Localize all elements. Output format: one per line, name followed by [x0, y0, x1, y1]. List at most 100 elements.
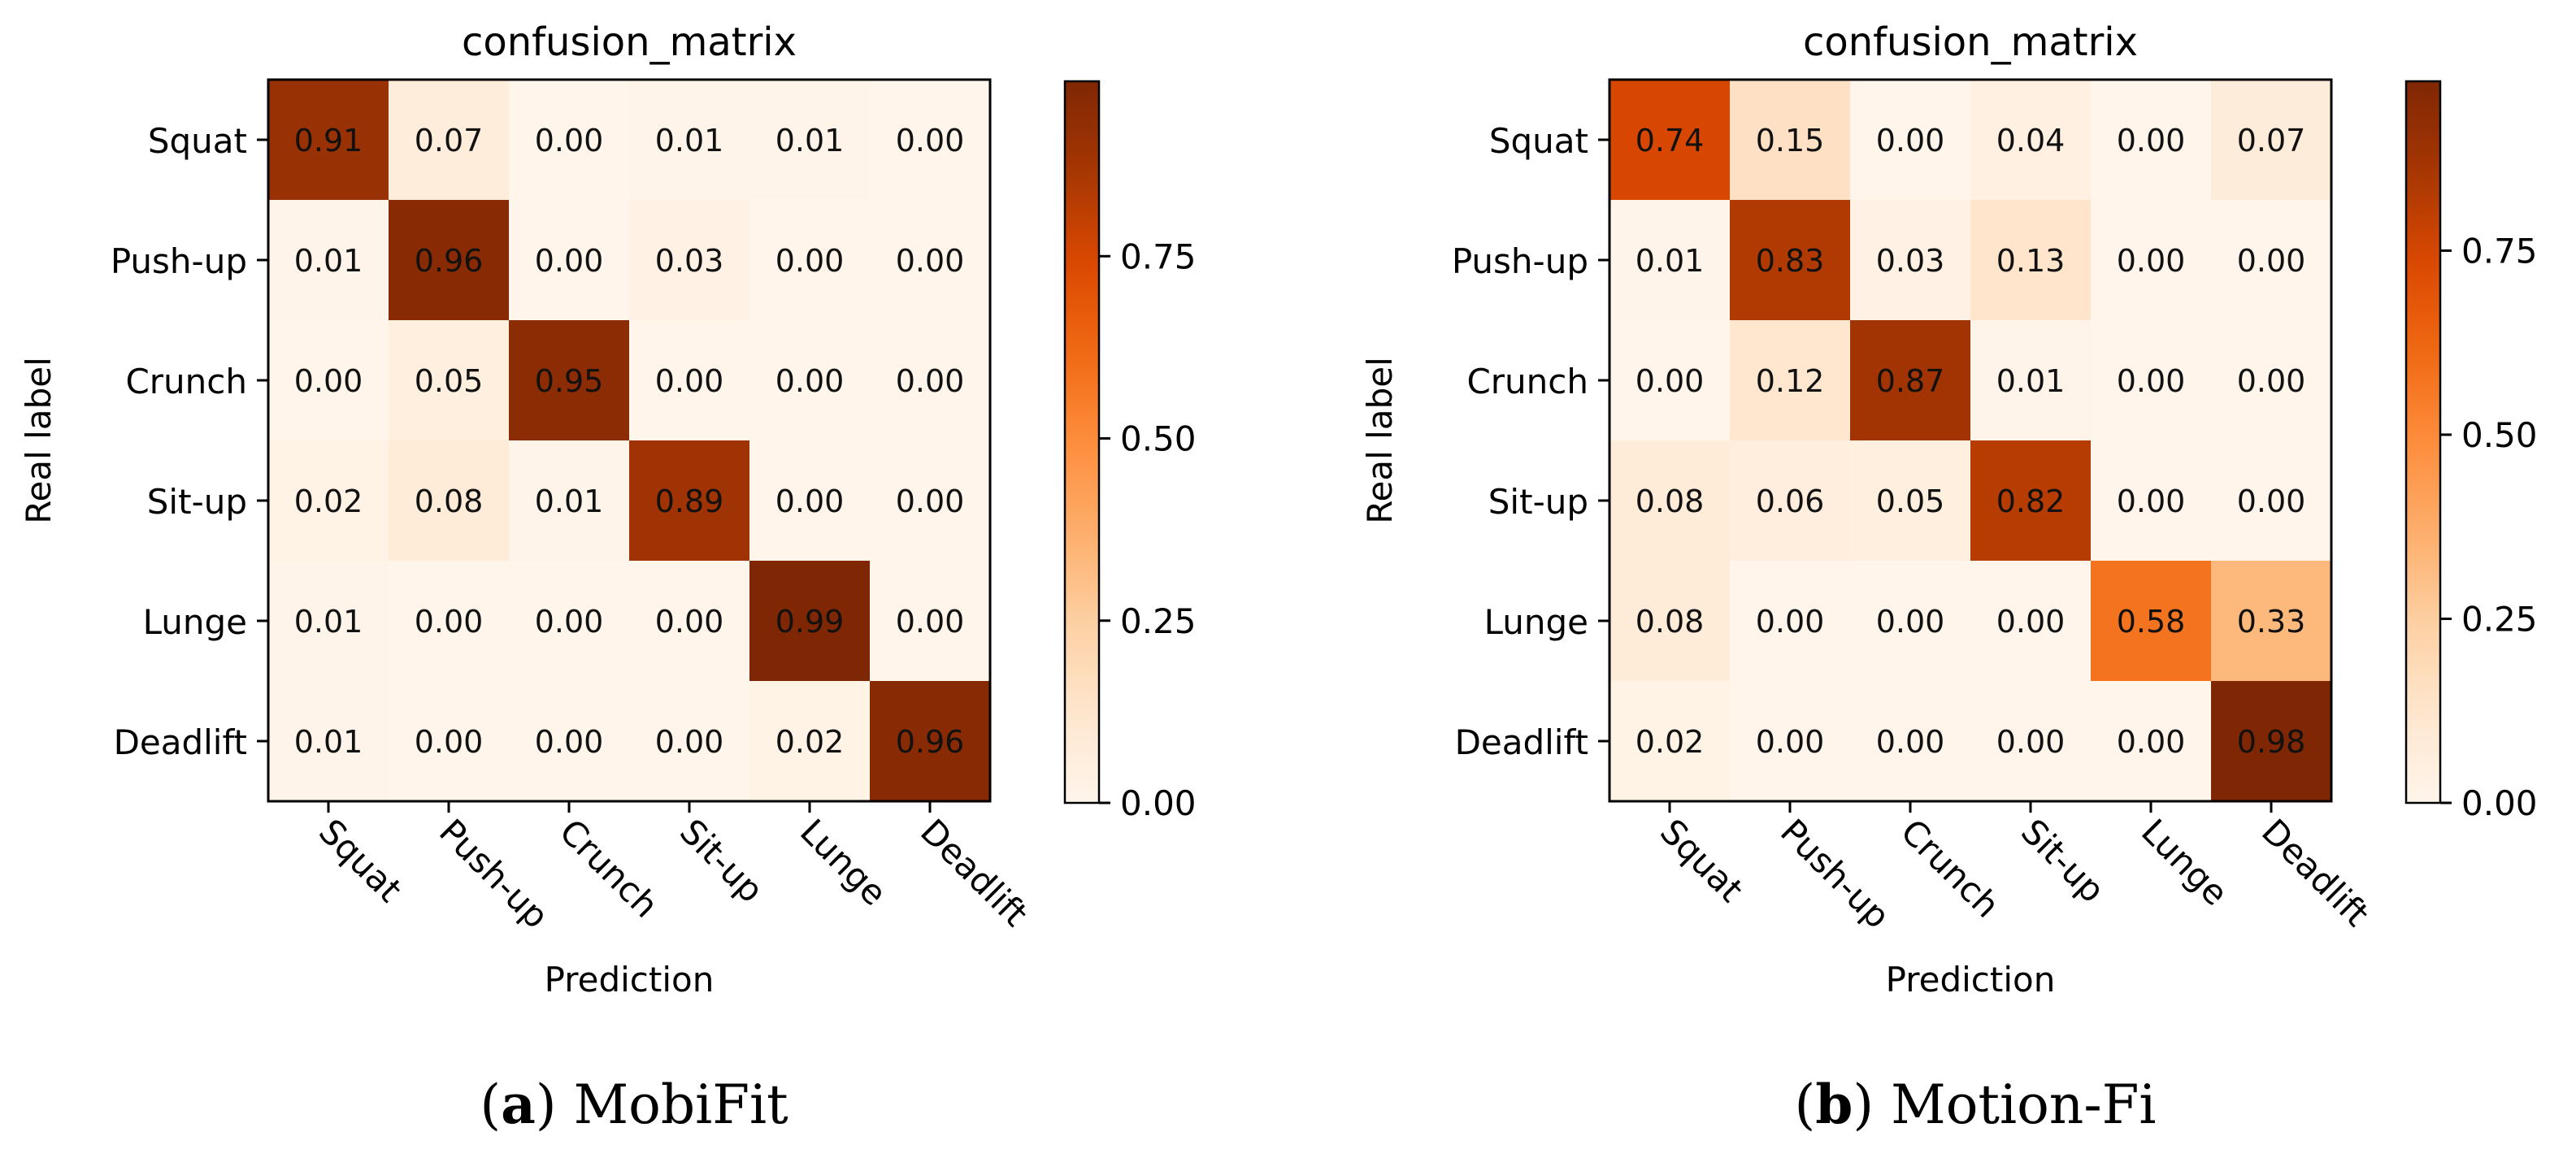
heatmap-cell	[1850, 440, 1971, 562]
y-tick-label: Sit-up	[147, 482, 247, 522]
heatmap-cell	[2211, 80, 2332, 201]
heatmap-cell	[2211, 200, 2332, 321]
cell-value-label: 0.00	[415, 724, 484, 760]
cell-value-label: 0.15	[1756, 123, 1825, 158]
heatmap-cell	[1850, 320, 1971, 441]
cell-value-label: 0.02	[775, 724, 845, 760]
colorbar	[2404, 80, 2442, 805]
heatmap-cell	[1850, 561, 1971, 682]
x-tick-label: Deadlift	[913, 811, 1036, 934]
cell-value-label: 0.08	[1636, 604, 1705, 640]
x-tick-label: Sit-up	[672, 811, 771, 910]
heatmap-cell	[2091, 440, 2212, 562]
heatmap-cell	[509, 440, 630, 562]
cell-value-label: 0.00	[775, 363, 845, 399]
heatmap-cell	[870, 80, 991, 201]
caption-b-name: Motion-Fi	[1891, 1073, 2157, 1136]
colorbar-tick-label: 0.75	[1120, 236, 1197, 276]
cell-value-label: 0.00	[2117, 484, 2186, 519]
cell-value-label: 0.02	[1636, 724, 1705, 760]
cell-value-label: 0.98	[2237, 724, 2306, 760]
heatmap-cell	[389, 200, 510, 321]
cell-value-label: 0.01	[294, 604, 363, 640]
x-tick-label: Deadlift	[2254, 811, 2377, 934]
y-tick-label: Crunch	[125, 362, 247, 401]
cell-value-label: 0.06	[1756, 484, 1825, 519]
cell-value-label: 0.01	[294, 243, 363, 279]
cell-value-label: 0.95	[535, 363, 604, 399]
cell-value-label: 0.00	[535, 604, 604, 640]
cell-value-label: 0.00	[1876, 604, 1945, 640]
heatmap-cell	[1850, 80, 1971, 201]
heatmap-cell	[2211, 681, 2332, 802]
caption-b: (b) Motion-Fi	[1794, 1073, 2157, 1136]
cell-value-label: 0.00	[1996, 724, 2066, 760]
cell-value-label: 0.82	[1996, 484, 2066, 519]
cell-value-label: 0.01	[535, 484, 604, 519]
colorbar-tick-label: 0.50	[1120, 419, 1197, 459]
cell-value-label: 0.00	[1876, 724, 1945, 760]
heatmap-cell	[509, 320, 630, 441]
heatmap-cell	[1730, 440, 1851, 562]
colorbar-tick-label: 0.25	[2461, 599, 2538, 639]
colorbar-tick-label: 0.00	[2461, 783, 2538, 823]
x-tick-label: Crunch	[1893, 811, 2007, 925]
heatmap-cell	[629, 440, 750, 562]
y-tick-label: Deadlift	[114, 722, 247, 762]
cell-value-label: 0.00	[415, 604, 484, 640]
cell-value-label: 0.00	[655, 604, 724, 640]
heatmap-cell	[2091, 80, 2212, 201]
heatmap-cell	[389, 320, 510, 441]
heatmap-cell	[749, 681, 871, 802]
heatmap-cell	[1609, 80, 1731, 201]
cell-value-label: 0.05	[415, 363, 484, 399]
cell-value-label: 0.00	[535, 724, 604, 760]
y-tick-label: Crunch	[1466, 362, 1588, 401]
colorbar-tick-label: 0.00	[1120, 783, 1197, 823]
heatmap-cell	[509, 200, 630, 321]
heatmap-cell	[1730, 80, 1851, 201]
heatmap-cell	[389, 440, 510, 562]
heatmap-cell	[1609, 440, 1731, 562]
heatmap-cell	[749, 561, 871, 682]
cell-value-label: 0.99	[775, 604, 845, 640]
heatmap-cell	[1970, 681, 2092, 802]
y-axis-label: Real label	[19, 357, 59, 523]
axes-frame	[267, 78, 992, 803]
chart-title: confusion_matrix	[462, 20, 797, 65]
x-tick-label: Push-up	[432, 811, 557, 936]
cell-value-label: 0.91	[294, 123, 363, 158]
heatmap-cell	[2091, 681, 2212, 802]
heatmap-cell	[1970, 561, 2092, 682]
cell-value-label: 0.83	[1756, 243, 1825, 279]
heatmap-cell	[268, 681, 389, 802]
cell-value-label: 0.00	[655, 363, 724, 399]
y-tick-label: Squat	[148, 121, 247, 161]
heatmap-cell	[2091, 320, 2212, 441]
heatmap-cell	[749, 200, 871, 321]
heatmap-cell	[2211, 440, 2332, 562]
caption-a-name: MobiFit	[573, 1073, 788, 1136]
heatmap-cell	[629, 561, 750, 682]
cell-value-label: 0.00	[2117, 243, 2186, 279]
heatmap-cell	[1609, 320, 1731, 441]
cell-value-label: 0.74	[1636, 123, 1705, 158]
cell-value-label: 0.03	[655, 243, 724, 279]
heatmap-cell	[1609, 681, 1731, 802]
cell-value-label: 0.07	[2237, 123, 2306, 158]
cell-value-label: 0.00	[2117, 724, 2186, 760]
cell-value-label: 0.00	[896, 123, 965, 158]
cell-value-label: 0.08	[1636, 484, 1705, 519]
heatmap-cell	[2211, 561, 2332, 682]
cell-value-label: 0.01	[1636, 243, 1705, 279]
confusion-matrix-panel-a: confusion_matrix 0.91 0.07 0.00 0.01 0.01 0.00…	[19, 20, 1197, 1000]
heatmap-cell	[1730, 561, 1851, 682]
axes-frame	[1608, 78, 2333, 803]
y-tick-label: Push-up	[111, 241, 247, 281]
cell-value-label: 0.12	[1756, 363, 1825, 399]
y-tick-label: Lunge	[143, 602, 247, 642]
y-tick-label: Lunge	[1484, 602, 1588, 642]
cell-value-label: 0.00	[1876, 123, 1945, 158]
cell-value-label: 0.00	[655, 724, 724, 760]
